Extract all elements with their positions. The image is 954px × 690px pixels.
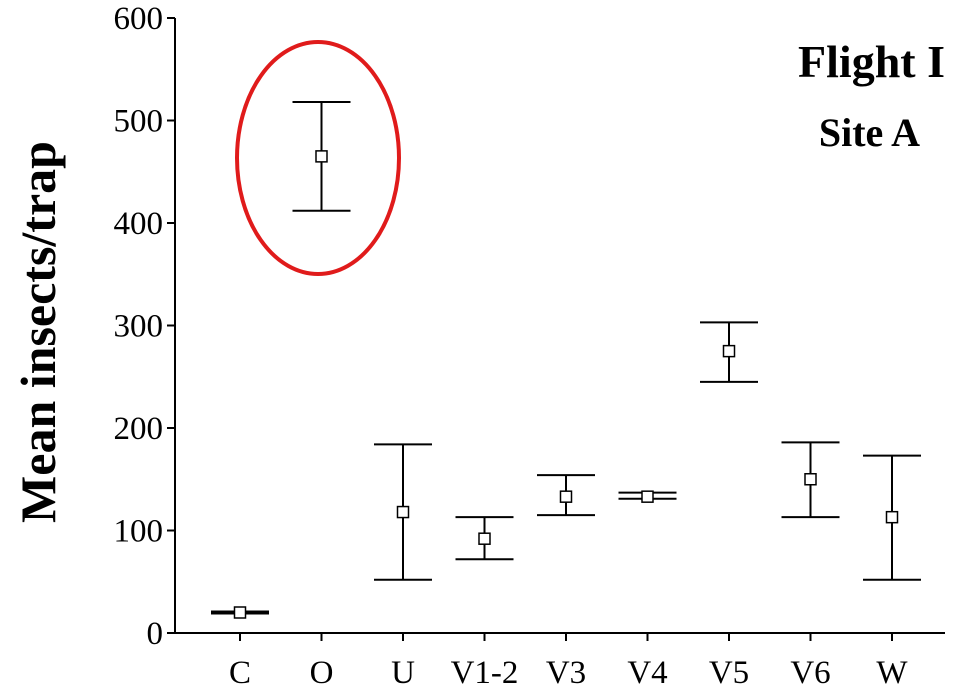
y-tick-label: 500	[114, 104, 164, 140]
mean-point	[559, 490, 573, 503]
data-marks	[211, 101, 921, 619]
chart-subtitle: Site A	[819, 110, 920, 155]
x-tick-label: V1-2	[451, 655, 519, 690]
y-ticks: 0 100 200 300 400 500 600	[114, 1, 175, 652]
x-tick-label: V6	[790, 655, 830, 690]
y-tick-label: 200	[114, 411, 164, 447]
mean-point	[396, 505, 410, 519]
chart-title: Flight I	[798, 36, 945, 87]
x-tick-label: O	[310, 655, 334, 690]
mean-point	[885, 510, 899, 524]
x-tick-label: C	[229, 655, 251, 690]
mean-point	[233, 606, 247, 619]
x-tick-label: W	[876, 655, 908, 690]
y-tick-label: 600	[114, 1, 164, 37]
x-ticks: C O U V1-2 V3 V4 V5 V6 W	[229, 633, 908, 690]
x-tick-label: V5	[709, 655, 749, 690]
mean-point	[804, 473, 817, 486]
x-tick-label: V4	[627, 655, 667, 690]
y-tick-label: 100	[114, 514, 164, 550]
mean-point	[641, 490, 654, 503]
mean-point	[722, 344, 736, 358]
mean-point	[315, 150, 328, 163]
x-tick-label: V3	[546, 655, 586, 690]
y-tick-label: 0	[147, 616, 164, 652]
mean-point	[478, 532, 491, 545]
y-tick-label: 400	[114, 206, 164, 242]
y-tick-label: 300	[114, 309, 164, 345]
x-tick-label: U	[391, 655, 415, 690]
highlight-ellipse	[235, 40, 401, 276]
y-axis-title: Mean insects/trap	[10, 141, 66, 523]
